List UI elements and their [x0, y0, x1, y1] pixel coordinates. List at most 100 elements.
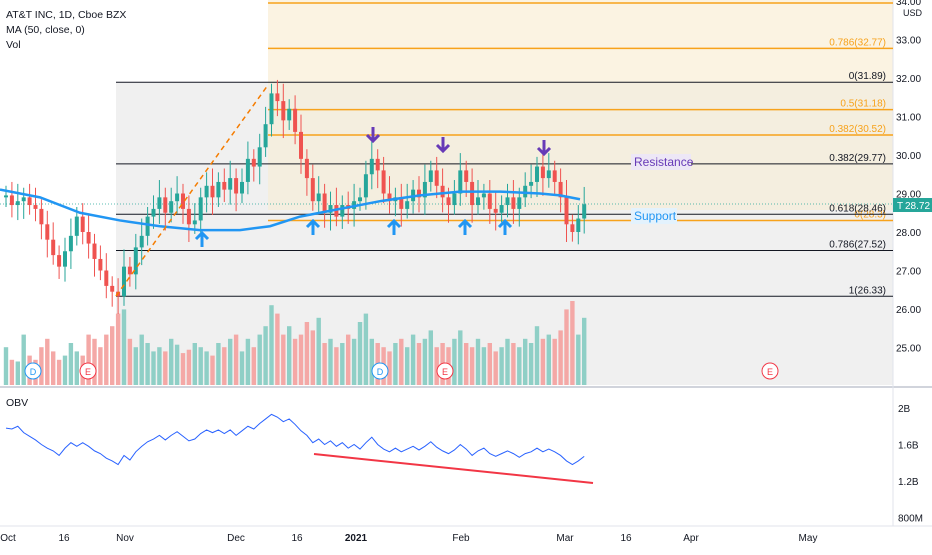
volume-bar	[110, 326, 115, 385]
earnings-marker-letter: E	[85, 367, 91, 377]
volume-bar	[387, 351, 392, 385]
candle-body	[287, 108, 292, 121]
volume-bar	[505, 338, 510, 385]
volume-bar	[15, 361, 20, 385]
volume-bar	[517, 347, 522, 385]
volume-bar	[298, 334, 304, 385]
volume-bar	[452, 338, 457, 385]
ma50-line	[0, 188, 581, 232]
volume-bar	[204, 351, 209, 385]
support-label: Support	[634, 209, 677, 223]
fib-label-lower: 0.618(28.46)	[829, 203, 886, 214]
price-tick-label: 28.00	[896, 228, 921, 239]
time-tick-label: Apr	[683, 533, 699, 544]
resistance-label: Resistance	[634, 155, 694, 169]
volume-bar	[528, 343, 534, 385]
candle-body	[363, 174, 368, 198]
fib-label-lower: 0.786(27.52)	[829, 239, 886, 250]
currency-label: USD	[903, 8, 923, 18]
candle-body	[169, 201, 174, 213]
obv-axis[interactable]: 2B 1.6B 1.2B 800M	[898, 404, 923, 525]
candle-body	[192, 220, 197, 225]
fib-label-upper: 0.5(31.18)	[840, 99, 886, 110]
earnings-marker-letter: E	[767, 367, 773, 377]
volume-bar	[416, 343, 422, 385]
candle-body	[251, 158, 256, 167]
candle-body	[269, 93, 274, 125]
candle-body	[446, 197, 451, 206]
candle-body	[535, 166, 539, 182]
price-tick-label: 25.00	[896, 344, 921, 355]
volume-bar	[263, 326, 268, 385]
volume-bar	[245, 338, 251, 385]
volume-bar	[340, 343, 345, 385]
time-tick-label: 16	[620, 533, 632, 544]
candle-body	[422, 181, 427, 198]
obv-tick-label: 1.6B	[898, 441, 919, 452]
candle-body	[405, 201, 410, 209]
candle-body	[310, 178, 315, 202]
price-tick-label: 30.00	[896, 151, 921, 162]
volume-bar	[151, 351, 156, 385]
volume-bar	[499, 347, 504, 385]
candle-body	[275, 93, 280, 102]
vol-legend[interactable]: Vol	[6, 39, 21, 51]
candle-body	[4, 195, 8, 198]
candle-body	[293, 108, 298, 132]
volume-bar	[546, 334, 551, 385]
volume-bar	[68, 343, 74, 385]
candle-body	[80, 216, 85, 232]
candle-body	[151, 208, 156, 217]
candle-body	[186, 208, 191, 225]
volume-bar	[422, 338, 428, 385]
candle-body	[240, 181, 244, 194]
candle-body	[15, 201, 20, 206]
price-tick-label: 31.00	[896, 113, 921, 124]
candle-body	[299, 131, 303, 159]
support-label-bg	[631, 208, 677, 224]
candle-body	[464, 170, 469, 182]
time-tick-label: Dec	[227, 533, 245, 544]
time-tick-label: Nov	[116, 533, 134, 544]
fib-label-lower: 0.382(29.77)	[829, 153, 886, 164]
last-price-tag	[893, 198, 932, 212]
obv-title[interactable]: OBV	[6, 397, 29, 409]
fib-lines: 0.786(32.77) 0.5(31.18) 0.382(30.52) 0(28.3…	[0, 2, 893, 297]
candle-body	[476, 197, 480, 206]
price-axis[interactable]: 34.00 33.00 32.00 31.00 30.00 29.00 28.00 27.00…	[896, 0, 921, 355]
symbol-title[interactable]: AT&T INC, 1D, Cboe BZX	[6, 9, 127, 21]
candle-body	[399, 197, 404, 209]
arrows	[194, 127, 552, 247]
volume-bar	[304, 322, 310, 385]
obv-tick-label: 1.2B	[898, 477, 919, 488]
candle-body	[558, 181, 563, 198]
volume-bar	[121, 309, 127, 385]
volume-bar	[275, 313, 280, 385]
candle-body	[204, 185, 209, 198]
ma-legend[interactable]: MA (50, close, 0)	[6, 24, 85, 36]
candle-body	[434, 170, 439, 186]
candle-body	[576, 218, 581, 232]
volume-bar	[281, 334, 286, 385]
candle-body	[529, 181, 534, 186]
volume-bar	[316, 317, 321, 385]
price-tick-label: 26.00	[896, 305, 921, 316]
candle-body	[417, 189, 421, 198]
volume-bar	[222, 347, 227, 385]
volume-bar	[233, 334, 239, 385]
volume-bar	[216, 343, 221, 385]
volume-bar	[582, 317, 587, 385]
volume-bar	[251, 347, 256, 385]
time-axis[interactable]: Oct 16 Nov Dec 16 2021 Feb Mar 16 Apr May	[0, 533, 817, 544]
candle-body	[9, 195, 14, 206]
candle-body	[499, 205, 504, 213]
volume-bar	[56, 359, 62, 385]
candle-body	[98, 258, 103, 271]
volume-bar	[239, 351, 245, 385]
candle-body	[163, 197, 168, 213]
fib-label-upper: 0.382(30.52)	[829, 124, 886, 135]
candle-body	[145, 216, 150, 236]
